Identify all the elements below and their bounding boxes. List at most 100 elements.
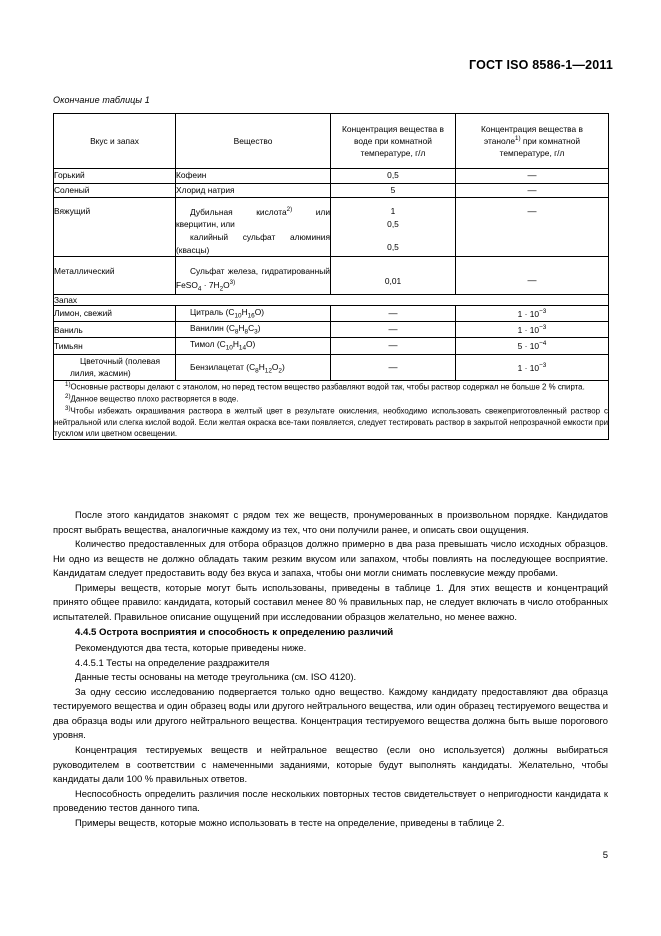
cell-conc-ethanol: 1 · 10−3 [455,353,609,381]
footnote-text: Чтобы избежать окрашивания раствора в же… [54,406,608,438]
cell-conc-water: 0,01 [330,256,456,295]
cell-conc-ethanol: 1 · 10−3 [455,321,609,339]
paragraph: После этого кандидатов знакомят с рядом … [53,509,608,535]
cell-conc-water: 1 0,5 0,5 [330,196,456,258]
cell-conc-water: — [330,337,456,355]
substance-line-1: Дубильная кислота2) или кверцитин, или [176,205,330,231]
formula-sub: 10 [225,345,233,353]
table-1-continued: Вкус и запах Вещество Концентрация вещес… [53,113,609,440]
table-row: Вяжущий Дубильная кислота2) или кверцити… [53,196,609,258]
formula-tail: C [248,323,255,334]
cell-conc-ethanol: 5 · 10−4 [455,337,609,355]
section-label: Запах [53,293,609,306]
spacer [331,230,455,241]
footnote-marker-2: 2) [286,206,293,213]
conc-mantissa: 1 · 10 [517,324,540,335]
footnote-2: 2)Данное вещество плохо растворяется в в… [54,393,608,405]
standard-header: ГОСТ ISO 8586-1—2011 [468,58,613,72]
conc-mantissa: 5 · 10 [517,341,540,352]
formula-tail: O [271,361,279,372]
cell-conc-ethanol: — [455,196,609,258]
header-conc-water-line3: температуре, г/л [360,148,426,159]
formula-sub: 8 [255,367,259,375]
substance-line-2: калийный сульфат алюминия (квасцы) [176,232,330,255]
cell-conc-water: 0,5 [330,168,456,184]
formula-mid: · 7H [201,279,220,290]
substance-formula: Сульфат железа, гидратированный FeSO4 · … [176,265,330,294]
formula-sub: 3 [254,328,258,336]
table-footnotes-row: 1)Основные растворы делают с этанолом, н… [53,379,609,440]
heading-4-4-5-1: 4.4.5.1 Тесты на определение раздражител… [75,656,270,668]
conc-exponent: −3 [539,361,547,369]
cell-conc-ethanol: 1 · 10−3 [455,304,609,323]
conc-mantissa: 1 · 10 [517,362,540,373]
paragraph: Неспособность определить различия после … [53,787,608,814]
substance-text: Тимол (C [190,339,226,350]
formula-tail: O) [246,339,256,350]
formula-mid: H [238,323,245,334]
cell-taste: Вяжущий [53,196,176,258]
header-conc-ethanol: Концентрация вещества в этаноле1) при ко… [455,113,609,169]
table-header-row: Вкус и запах Вещество Концентрация вещес… [53,113,609,169]
cell-conc-water: — [330,304,456,323]
cell-taste: Цветочный (полевая лилия, жасмин) [53,353,176,381]
header-conc-ethanol-line2: этаноле1) при комнатной [456,135,608,147]
body-text: После этого кандидатов знакомят с рядом … [53,508,608,830]
conc-value: 0,5 [387,242,399,253]
cell-substance: Кофеин [175,168,331,184]
cell-taste: Металлический [53,256,176,295]
cell-taste: Ваниль [53,321,176,339]
header-substance: Вещество [175,113,331,169]
cell-substance: Дубильная кислота2) или кверцитин, или к… [175,196,331,258]
table-row: Тимьян Тимол (C10H14O) — 5 · 10−4 [53,337,609,355]
header-ethanol-rest: при комнатной [520,135,581,146]
paragraph: Концентрация тестируемых веществ и нейтр… [53,743,608,785]
footnote-text: Данное вещество плохо растворяется в вод… [70,394,239,404]
conc-exponent: −3 [539,324,547,332]
cell-conc-ethanol: — [455,182,609,198]
conc-mantissa: 1 · 10 [517,308,540,319]
table-row: Цветочный (полевая лилия, жасмин) Бензил… [53,353,609,381]
table-row: Лимон, свежий Цитраль (C10H16O) — 1 · 10… [53,304,609,323]
footnote-3: 3)Чтобы избежать окрашивания раствора в … [54,405,608,439]
formula-sub: 14 [238,345,246,353]
header-conc-ethanol-line3: температуре, г/л [499,148,565,159]
substance-text-b: или кверцитин, или [176,206,330,230]
table-footnotes: 1)Основные растворы делают с этанолом, н… [53,379,609,440]
formula-sub: 8 [234,328,239,336]
formula-tail2: ) [257,323,261,334]
footnote-marker: 2) [65,392,71,400]
paragraph: За одну сессию исследованию подвергается… [53,685,608,741]
footnote-text: Основные растворы делают с этанолом, но … [70,382,585,392]
formula-sub: 16 [247,312,255,320]
substance-text-a: Дубильная кислота [190,206,287,217]
formula-tail2: ) [281,361,285,372]
footnote-marker: 3) [65,404,71,412]
conc-exponent: −4 [539,340,547,348]
cell-substance: Хлорид натрия [175,182,331,198]
cell-substance: Цитраль (C10H16O) [175,304,331,323]
formula-mid: H [241,306,248,317]
cell-substance: Бензилацетат (C8H12O2) [175,353,331,381]
footnote-marker-3: 3) [229,278,236,286]
substance-text: Бензилацетат (C [190,361,256,372]
cell-conc-water: — [330,321,456,339]
paragraph: Примеры веществ, которые можно использов… [75,816,505,828]
formula-sub: 2 [278,367,282,375]
formula-sub: 10 [234,312,242,320]
header-conc-ethanol-line1: Концентрация вещества в [481,123,583,134]
table-row: Ваниль Ванилин (C8H8C3) — 1 · 10−3 [53,321,609,339]
cell-taste: Лимон, свежий [53,304,176,323]
conc-value: 0,5 [387,218,399,229]
formula-sub: 8 [244,328,249,336]
cell-taste: Тимьян [53,337,176,355]
formula-mid: H [258,361,265,372]
footnote-1: 1)Основные растворы делают с этанолом, н… [54,381,608,393]
footnote-marker-1: 1) [515,135,521,143]
cell-conc-ethanol: — [455,256,609,295]
substance-text: Сульфат железа, гидратированный FeSO [176,266,330,290]
cell-conc-water: 5 [330,182,456,198]
conc-value: 1 [390,206,396,216]
cell-taste: Горький [53,168,176,184]
